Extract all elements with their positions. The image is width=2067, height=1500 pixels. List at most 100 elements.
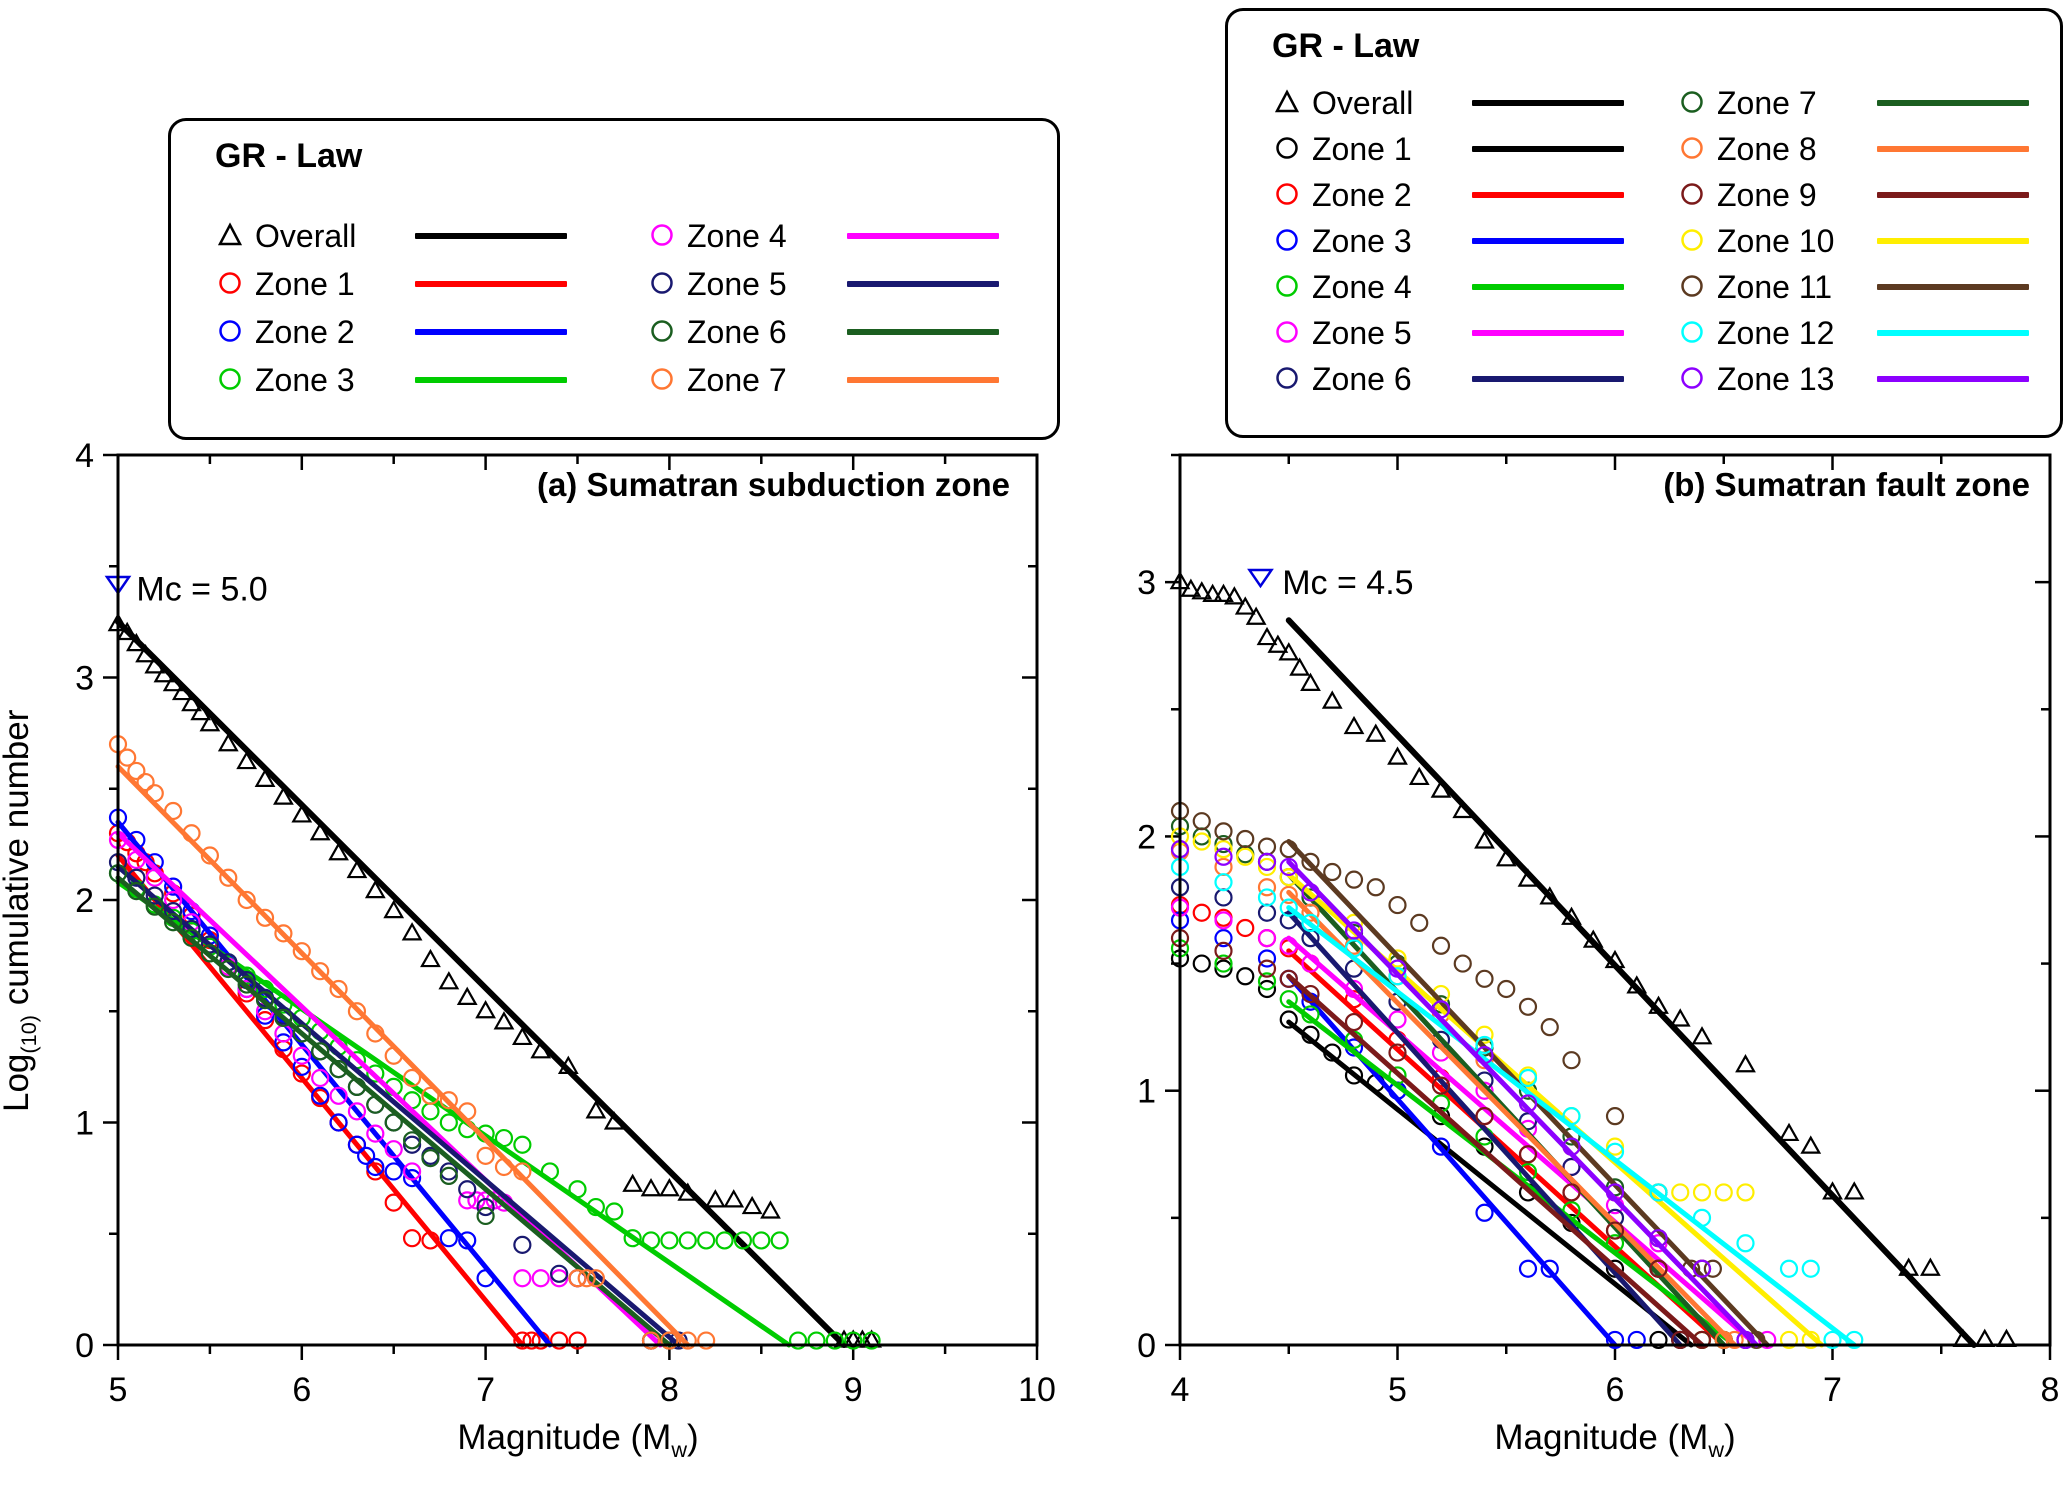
y-tick-label: 0	[75, 1327, 94, 1365]
legend-item-label: Zone 12	[1717, 314, 1835, 351]
y-tick-label: 1	[1137, 1073, 1156, 1111]
legend-b-item-zone-10: Zone 10	[1675, 218, 2042, 264]
mc-annotation: Mc = 5.0	[104, 571, 268, 609]
legend-line-sample	[847, 377, 999, 383]
series-overall	[107, 612, 882, 1348]
x-tick-label: 4	[1171, 1371, 1190, 1409]
y-tick-label: 4	[75, 437, 94, 475]
y-axis-label-rest: cumulative number	[0, 709, 36, 1016]
legend-a-item-zone-3: Zone 3	[213, 356, 607, 404]
legend-a-item-overall: Overall	[213, 212, 607, 260]
legend-item-label: Zone 8	[1717, 130, 1817, 167]
x-tick-label: 5	[109, 1371, 128, 1409]
legend-item-label: Zone 5	[687, 265, 787, 302]
legend-item-label: Zone 13	[1717, 360, 1835, 397]
legend-a-item-zone-1: Zone 1	[213, 260, 607, 308]
legend-item-label: Zone 4	[1312, 268, 1412, 305]
circle-marker-icon	[651, 320, 673, 342]
circle-marker-icon	[1276, 183, 1298, 205]
legend-item-label: Zone 3	[255, 361, 355, 398]
panel-b-x-axis-label: Magnitude (Mw)	[1494, 1418, 1735, 1463]
x-tick-label: 8	[660, 1371, 679, 1409]
y-tick-label: 3	[1137, 564, 1156, 602]
legend-item-label: Zone 11	[1717, 268, 1833, 305]
x-tick-label: 8	[2041, 1371, 2060, 1409]
y-axis-label-subscript: (10)	[16, 1015, 41, 1054]
legend-b-item-zone-1: Zone 1	[1270, 126, 1637, 172]
circle-marker-icon	[1276, 275, 1298, 297]
series-zone-12	[1170, 857, 1864, 1350]
circle-marker-icon	[219, 368, 241, 390]
legend-a-item-zone-4: Zone 4	[645, 212, 1039, 260]
mc-annotation: Mc = 4.5	[1247, 564, 1414, 602]
legend-item-label: Zone 6	[1312, 360, 1412, 397]
circle-marker-icon	[1276, 321, 1298, 343]
legend-line-sample	[1877, 330, 2029, 336]
legend-panel-a: GR - Law Overall Zone 1 Zone 2 Zone 3 Zone 4…	[168, 118, 1060, 440]
legend-a-item-zone-2: Zone 2	[213, 308, 607, 356]
legend-item-label: Zone 5	[1312, 314, 1412, 351]
y-axis-label: Log(10) cumulative number	[0, 710, 50, 1112]
y-tick-label: 2	[75, 882, 94, 920]
plot-border	[1178, 453, 2052, 1347]
legend-item-label: Zone 2	[1312, 176, 1412, 213]
legend-b-item-zone-5: Zone 5	[1270, 310, 1637, 356]
series-zone-5	[1170, 898, 1777, 1350]
legend-item-label: Zone 2	[255, 313, 355, 350]
series-zone-10	[1170, 827, 1825, 1350]
x-axis-label-subscript: w	[1708, 1437, 1724, 1462]
circle-marker-icon	[651, 368, 673, 390]
axis-tick-labels: 4 5 6 7 8 0 1 2 3	[1137, 564, 2059, 1409]
y-tick-label: 2	[1137, 818, 1156, 856]
series-zone-6	[108, 864, 679, 1350]
circle-marker-icon	[1681, 321, 1703, 343]
axis-ticks	[1165, 453, 2052, 1360]
mc-triangle-down-icon	[1247, 568, 1274, 589]
legend-item-label: Zone 1	[255, 265, 355, 302]
y-tick-label: 3	[75, 660, 94, 698]
legend-b-item-zone-13: Zone 13	[1675, 356, 2042, 402]
x-axis-label-text: Magnitude (M	[1494, 1418, 1709, 1457]
legend-line-sample	[1877, 284, 2029, 290]
legend-line-sample	[1472, 100, 1624, 106]
circle-marker-icon	[1276, 137, 1298, 159]
legend-line-sample	[847, 233, 999, 239]
circle-marker-icon	[1681, 275, 1703, 297]
legend-b-items: Overall Zone 1 Zone 2 Zone 3 Zone 4 Zone 5 Zon…	[1270, 80, 2042, 402]
legend-line-sample	[1877, 100, 2029, 106]
mc-annotation-label: Mc = 5.0	[136, 571, 267, 609]
legend-line-sample	[415, 233, 567, 239]
legend-b-item-zone-12: Zone 12	[1675, 310, 2042, 356]
legend-b-item-zone-2: Zone 2	[1270, 172, 1637, 218]
legend-item-label: Zone 7	[687, 361, 787, 398]
legend-item-label: Zone 1	[1312, 130, 1412, 167]
legend-line-sample	[1472, 238, 1624, 244]
legend-item-label: Overall	[255, 217, 357, 254]
legend-b-item-zone-4: Zone 4	[1270, 264, 1637, 310]
legend-panel-b: GR - Law Overall Zone 1 Zone 2 Zone 3 Zone 4…	[1225, 8, 2063, 438]
legend-b-item-zone-8: Zone 8	[1675, 126, 2042, 172]
series-zone-13	[1170, 840, 1759, 1350]
circle-marker-icon	[1681, 229, 1703, 251]
legend-item-label: Zone 7	[1717, 84, 1817, 121]
legend-a-item-zone-6: Zone 6	[645, 308, 1039, 356]
chart-b-canvas: 4 5 6 7 8 0 1 2 3 Mc = 4.5	[1137, 453, 2059, 1409]
x-tick-label: 7	[1823, 1371, 1842, 1409]
x-tick-label: 6	[1606, 1371, 1625, 1409]
y-tick-label: 1	[75, 1105, 94, 1143]
legend-b-item-overall: Overall	[1270, 80, 1637, 126]
legend-a-title: GR - Law	[215, 137, 363, 175]
y-axis-label-text: Log	[0, 1053, 36, 1112]
circle-marker-icon	[219, 272, 241, 294]
legend-item-label: Zone 9	[1717, 176, 1817, 213]
x-tick-label: 6	[292, 1371, 311, 1409]
x-tick-label: 5	[1388, 1371, 1407, 1409]
axis-tick-labels: 5 6 7 8 9 10 0 1 2 3 4	[75, 437, 1056, 1409]
x-axis-label-text: Magnitude (M	[457, 1418, 672, 1457]
panel-b-title: (b) Sumatran fault zone	[1663, 466, 2030, 503]
legend-b-title: GR - Law	[1272, 27, 1420, 65]
legend-a-item-zone-7: Zone 7	[645, 356, 1039, 404]
circle-marker-icon	[1681, 367, 1703, 389]
plot-border	[116, 453, 1039, 1347]
mc-annotation-label: Mc = 4.5	[1282, 564, 1413, 602]
